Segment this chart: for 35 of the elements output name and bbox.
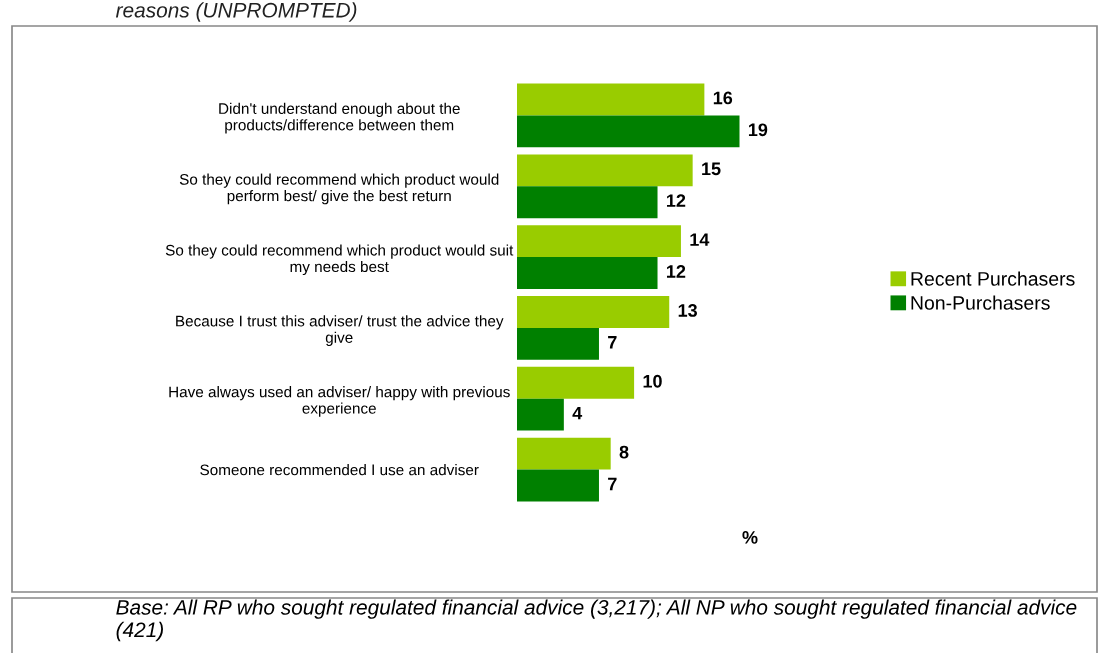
data-label: 7: [608, 336, 617, 349]
legend-label: Non-Purchasers: [911, 295, 1050, 310]
bar: [517, 296, 670, 328]
bar: [517, 469, 599, 502]
data-label: 19: [748, 123, 768, 137]
y-tick-label: Someone recommended I use an adviser: [200, 464, 479, 476]
bar: [517, 327, 599, 360]
bar: [517, 398, 564, 431]
bar: [517, 437, 611, 470]
bar: [517, 366, 635, 399]
data-label: 14: [690, 233, 710, 246]
data-label: 8: [619, 445, 629, 459]
data-label: 16: [713, 91, 733, 105]
bar: [517, 186, 658, 219]
bar: [517, 154, 693, 187]
bar: [517, 83, 705, 116]
data-label: 10: [643, 374, 662, 388]
y-tick-label: Because I trust this adviser/ trust the advice they give: [176, 315, 504, 346]
data-label: 4: [572, 406, 583, 420]
data-label: 12: [667, 194, 686, 207]
data-label: 12: [667, 265, 686, 278]
data-label: 7: [608, 477, 617, 491]
text: reasons (UNPROMPTED): [115, 2, 357, 22]
text: Base: All RP who sought regulated financial advice (3,217); All NP who sought regulated financial advice (421): [116, 599, 1077, 642]
bar: [517, 257, 658, 289]
y-tick-label: So they could recommend which product would perform best/ give the best return: [179, 173, 499, 205]
data-label: 13: [678, 304, 697, 317]
x-axis-title: %: [742, 531, 758, 544]
bar: [517, 225, 681, 258]
legend-label: Recent Purchasers: [911, 271, 1075, 286]
y-tick-label: Didn't understand enough about the products/difference between them: [219, 102, 460, 134]
y-tick-label: So they could recommend which product would suit my needs best: [165, 244, 514, 276]
data-label: 15: [702, 162, 721, 176]
bar: [517, 115, 740, 148]
y-tick-label: Have always used an adviser/ happy with previous experience: [169, 386, 510, 417]
